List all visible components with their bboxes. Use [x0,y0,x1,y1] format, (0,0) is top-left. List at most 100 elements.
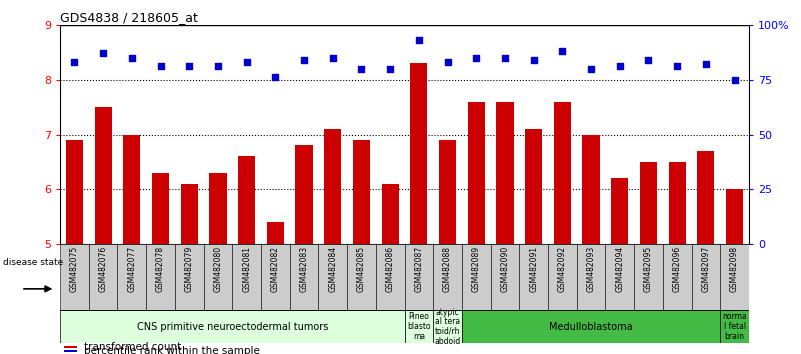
Text: GSM482085: GSM482085 [357,246,366,292]
Text: GSM482093: GSM482093 [586,246,596,292]
Text: GSM482084: GSM482084 [328,246,337,292]
Point [527,57,540,63]
Text: atypic
al tera
toid/rh
abdoid: atypic al tera toid/rh abdoid [434,308,461,346]
Text: disease state: disease state [3,258,63,267]
Bar [669,162,686,244]
Text: GSM482078: GSM482078 [156,246,165,292]
FancyBboxPatch shape [433,310,462,343]
Point [126,55,139,61]
Bar [296,145,312,244]
Point [413,37,425,43]
Point [326,55,339,61]
FancyBboxPatch shape [720,310,749,343]
Text: GDS4838 / 218605_at: GDS4838 / 218605_at [60,11,198,24]
Point [97,51,110,56]
Text: GSM482089: GSM482089 [472,246,481,292]
FancyBboxPatch shape [405,310,433,343]
FancyBboxPatch shape [634,244,663,310]
FancyBboxPatch shape [89,244,118,310]
FancyBboxPatch shape [60,310,405,343]
Text: norma
l fetal
brain: norma l fetal brain [723,312,747,341]
FancyBboxPatch shape [577,244,606,310]
Text: Pineo
blasto
ma: Pineo blasto ma [407,312,431,341]
Bar [352,140,370,244]
FancyBboxPatch shape [175,244,203,310]
Bar [497,102,513,244]
Bar [611,178,628,244]
Point [699,62,712,67]
FancyBboxPatch shape [490,244,519,310]
Bar [439,140,456,244]
Bar [95,107,111,244]
Bar [410,63,428,244]
Text: GSM482080: GSM482080 [213,246,223,292]
Point [585,66,598,72]
Text: transformed count: transformed count [84,342,182,352]
Bar [152,173,169,244]
Point [728,77,741,82]
Text: percentile rank within the sample: percentile rank within the sample [84,346,260,354]
Point [240,59,253,65]
Point [556,48,569,54]
Text: GSM482083: GSM482083 [300,246,308,292]
Bar [123,135,140,244]
Bar [324,129,341,244]
FancyBboxPatch shape [261,244,290,310]
Point [154,64,167,69]
Bar [697,151,714,244]
Point [642,57,655,63]
Text: GSM482092: GSM482092 [557,246,567,292]
Text: GSM482091: GSM482091 [529,246,538,292]
FancyBboxPatch shape [519,244,548,310]
Bar [209,173,227,244]
Text: GSM482079: GSM482079 [185,246,194,292]
Text: GSM482094: GSM482094 [615,246,624,292]
FancyBboxPatch shape [232,244,261,310]
Bar [63,350,77,352]
Point [183,64,195,69]
Text: GSM482097: GSM482097 [702,246,710,292]
Text: GSM482098: GSM482098 [730,246,739,292]
Bar [582,135,600,244]
Point [670,64,683,69]
FancyBboxPatch shape [405,244,433,310]
Point [68,59,81,65]
Point [355,66,368,72]
Text: CNS primitive neuroectodermal tumors: CNS primitive neuroectodermal tumors [137,321,328,332]
FancyBboxPatch shape [462,244,490,310]
Bar [381,184,399,244]
Text: GSM482077: GSM482077 [127,246,136,292]
Text: GSM482087: GSM482087 [414,246,424,292]
FancyBboxPatch shape [606,244,634,310]
Bar [726,189,743,244]
FancyBboxPatch shape [318,244,347,310]
FancyBboxPatch shape [60,244,89,310]
Point [384,66,396,72]
Bar [553,102,571,244]
Text: GSM482088: GSM482088 [443,246,452,292]
Bar [267,222,284,244]
Point [441,59,454,65]
Point [614,64,626,69]
Text: GSM482086: GSM482086 [385,246,395,292]
Bar [640,162,657,244]
FancyBboxPatch shape [663,244,691,310]
Point [298,57,311,63]
Text: GSM482096: GSM482096 [673,246,682,292]
Text: Medulloblastoma: Medulloblastoma [549,321,633,332]
Text: GSM482095: GSM482095 [644,246,653,292]
Point [470,55,483,61]
FancyBboxPatch shape [118,244,146,310]
FancyBboxPatch shape [376,244,405,310]
FancyBboxPatch shape [203,244,232,310]
Bar [525,129,542,244]
Text: GSM482076: GSM482076 [99,246,107,292]
Text: GSM482082: GSM482082 [271,246,280,292]
Bar [63,346,77,348]
FancyBboxPatch shape [146,244,175,310]
Point [211,64,224,69]
Bar [238,156,256,244]
Bar [66,140,83,244]
Point [269,75,282,80]
FancyBboxPatch shape [433,244,462,310]
